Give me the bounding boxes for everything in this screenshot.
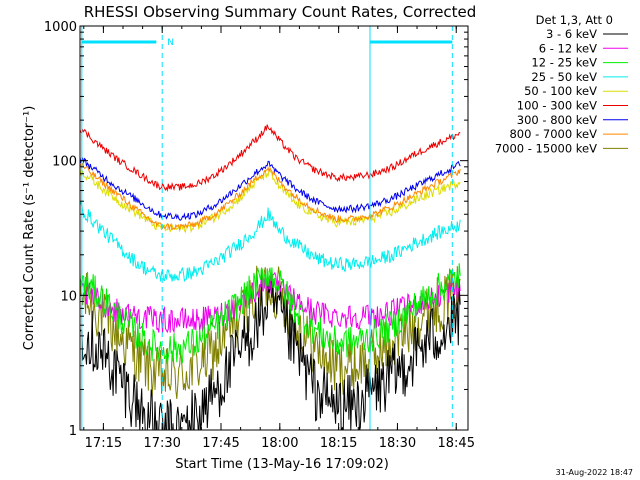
series-line-3: [80, 263, 461, 365]
x-tick-label-5: 18:15: [320, 436, 357, 451]
axes: 17:15 17:30 17:45 18:00 18:15 18:30 18:45 1 10 10…: [44, 20, 475, 451]
series-line-5: [80, 166, 461, 234]
y-tick-label-1: 1: [69, 424, 77, 439]
x-tick-label-4: 18:00: [261, 436, 298, 451]
legend-label-5: 50 - 100 keV: [524, 84, 597, 98]
y-tick-label-3: 100: [52, 155, 77, 170]
plot-area: [80, 124, 461, 430]
series-line-7: [80, 156, 461, 221]
y-axis-label: Corrected Count Rate (s⁻¹ detector⁻¹): [22, 106, 37, 351]
generation-timestamp: 31-Aug-2022 18:47: [556, 468, 633, 477]
x-tick-label-7: 18:45: [438, 436, 475, 451]
legend-label-4: 25 - 50 keV: [531, 70, 597, 84]
y-tick-label-2: 10: [60, 289, 77, 304]
series-line-1: [80, 274, 461, 430]
legend-label-2: 6 - 12 keV: [539, 41, 597, 55]
legend-header: Det 1,3, Att 0: [536, 13, 613, 27]
annotation-label-1: N: [167, 38, 174, 48]
x-tick-label-1: 17:15: [85, 436, 122, 451]
series-line-6: [80, 124, 461, 193]
x-tick-label-6: 18:30: [379, 436, 416, 451]
legend-label-3: 12 - 25 keV: [531, 56, 597, 70]
legend-label-6: 100 - 300 keV: [517, 99, 597, 113]
series-line-2: [80, 271, 461, 334]
annotation-layer: N: [81, 26, 453, 430]
y-tick-label-4: 1000: [44, 20, 77, 35]
series-line-8: [80, 163, 461, 231]
x-tick-label-2: 17:30: [143, 436, 180, 451]
legend-label-8: 800 - 7000 keV: [509, 127, 597, 141]
x-tick-label-3: 17:45: [202, 436, 239, 451]
plot-frame: [79, 25, 469, 431]
legend-label-1: 3 - 6 keV: [546, 27, 597, 41]
chart-title: RHESSI Observing Summary Count Rates, Co…: [84, 3, 477, 21]
legend-label-9: 7000 - 15000 keV: [495, 141, 597, 155]
series-line-4: [80, 201, 461, 283]
legend-label-7: 300 - 800 keV: [517, 113, 597, 127]
x-axis-label: Start Time (13-May-16 17:09:02): [175, 457, 389, 472]
